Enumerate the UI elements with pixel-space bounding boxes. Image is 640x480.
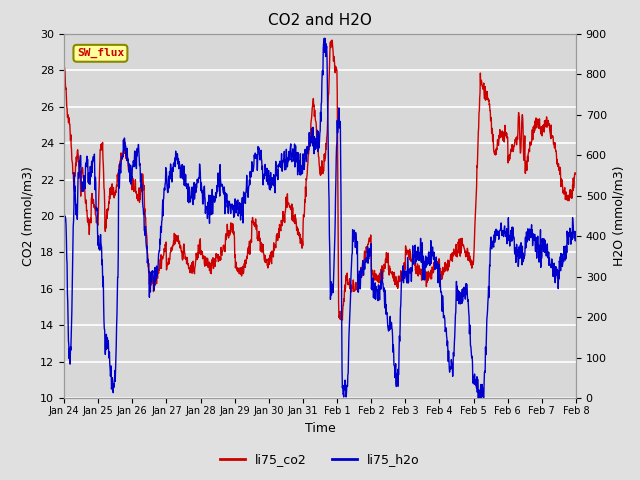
li75_h2o <box>288 159 296 165</box>
X-axis label: Time: Time <box>305 421 335 434</box>
li75_co2 <box>120 144 128 150</box>
Line: li75_co2: li75_co2 <box>64 40 576 320</box>
li75_co2 <box>339 317 346 323</box>
li75_h2o <box>120 135 128 141</box>
li75_h2o <box>297 163 305 169</box>
Line: li75_h2o: li75_h2o <box>64 38 576 398</box>
li75_co2 <box>288 201 296 207</box>
Text: SW_flux: SW_flux <box>77 48 124 59</box>
Y-axis label: CO2 (mmol/m3): CO2 (mmol/m3) <box>22 166 35 266</box>
li75_co2 <box>297 236 305 242</box>
Title: CO2 and H2O: CO2 and H2O <box>268 13 372 28</box>
li75_h2o <box>321 36 328 41</box>
li75_co2 <box>328 37 336 43</box>
Legend: li75_co2, li75_h2o: li75_co2, li75_h2o <box>215 448 425 471</box>
li75_h2o <box>572 232 580 238</box>
li75_h2o <box>352 230 360 236</box>
li75_h2o <box>100 301 108 307</box>
li75_h2o <box>60 208 68 214</box>
li75_co2 <box>572 170 580 176</box>
li75_h2o <box>277 160 285 166</box>
li75_co2 <box>100 171 108 177</box>
li75_co2 <box>60 56 68 62</box>
li75_co2 <box>352 287 360 292</box>
li75_h2o <box>474 396 482 401</box>
Y-axis label: H2O (mmol/m3): H2O (mmol/m3) <box>612 166 625 266</box>
li75_co2 <box>277 217 285 223</box>
